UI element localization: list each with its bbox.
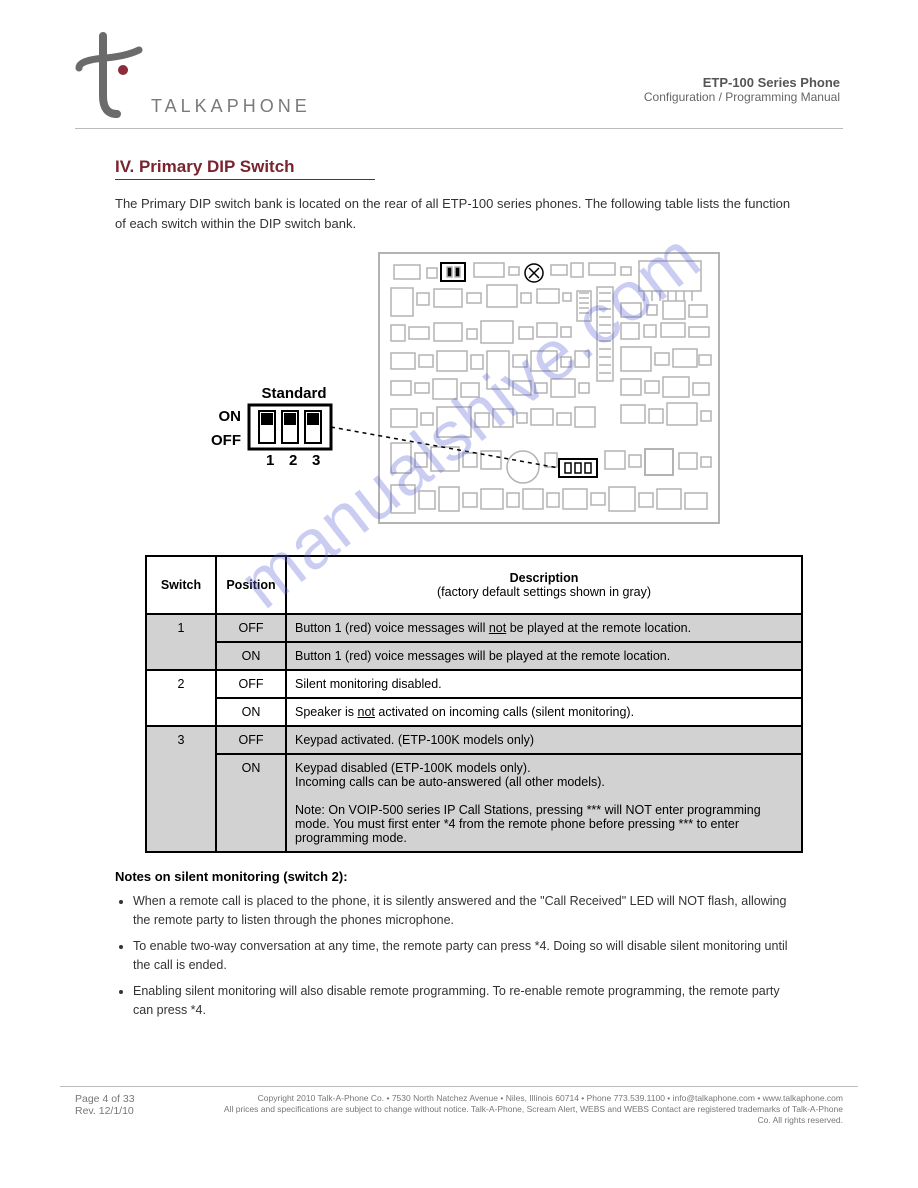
notes-list: When a remote call is placed to the phon… <box>133 892 803 1020</box>
footer-left: Page 4 of 33 Rev. 12/1/10 <box>75 1093 135 1126</box>
svg-text:1: 1 <box>266 452 274 469</box>
diagram: Standard ON OFF 1 2 3 <box>75 243 843 543</box>
sw3: 3 <box>146 726 216 852</box>
sw2-off-pos: OFF <box>216 670 286 698</box>
sw1-off-pos: OFF <box>216 614 286 642</box>
sw1-off-desc: Button 1 (red) voice messages will not b… <box>286 614 802 642</box>
sw3-on-pos: ON <box>216 754 286 852</box>
intro-paragraph: The Primary DIP switch bank is located o… <box>115 194 803 233</box>
th-desc: Description(factory default settings sho… <box>286 556 802 614</box>
sw2-on-desc: Speaker is not activated on incoming cal… <box>286 698 802 726</box>
sw2-off-desc: Silent monitoring disabled. <box>286 670 802 698</box>
footer-disclaimer: All prices and specifications are subjec… <box>223 1104 843 1126</box>
footer-page: Page 4 of 33 <box>75 1093 135 1105</box>
brand-text: TALKAPHONE <box>151 96 311 117</box>
footer-right: Copyright 2010 Talk-A-Phone Co. • 7530 N… <box>223 1093 843 1126</box>
header-subtitle: Configuration / Programming Manual <box>644 90 840 104</box>
label-standard: Standard <box>261 385 326 402</box>
section-title: IV. Primary DIP Switch <box>115 157 843 177</box>
sw3-on-desc: Keypad disabled (ETP-100K models only). … <box>286 754 802 852</box>
label-on: ON <box>219 408 242 425</box>
sw2-on-pos: ON <box>216 698 286 726</box>
svg-text:3: 3 <box>312 452 320 469</box>
note-3: Enabling silent monitoring will also dis… <box>133 982 803 1021</box>
section-name: Primary DIP Switch <box>139 157 295 176</box>
sw1-on-pos: ON <box>216 642 286 670</box>
sw3-off-pos: OFF <box>216 726 286 754</box>
footer-copyright: Copyright 2010 Talk-A-Phone Co. • 7530 N… <box>223 1093 843 1104</box>
note-1: When a remote call is placed to the phon… <box>133 892 803 931</box>
sw1: 1 <box>146 614 216 670</box>
sw1-on-desc: Button 1 (red) voice messages will be pl… <box>286 642 802 670</box>
header-rule <box>75 128 843 129</box>
footer-rev: Rev. 12/1/10 <box>75 1105 135 1117</box>
th-position: Position <box>216 556 286 614</box>
svg-text:2: 2 <box>289 452 297 469</box>
th-switch: Switch <box>146 556 216 614</box>
note-2: To enable two-way conversation at any ti… <box>133 937 803 976</box>
footer: Page 4 of 33 Rev. 12/1/10 Copyright 2010… <box>75 1093 843 1126</box>
sw3-off-desc: Keypad activated. (ETP-100K models only) <box>286 726 802 754</box>
label-off: OFF <box>211 432 241 449</box>
title-underline <box>115 179 375 180</box>
notes-title: Notes on silent monitoring (switch 2): <box>115 869 803 884</box>
section-number: IV. <box>115 157 134 176</box>
footer-rule <box>60 1086 858 1087</box>
sw2: 2 <box>146 670 216 726</box>
header-series: ETP-100 Series Phone <box>644 75 840 90</box>
dip-table: Switch Position Description(factory defa… <box>145 555 803 853</box>
logo-icon <box>75 30 145 120</box>
header-right: ETP-100 Series Phone Configuration / Pro… <box>644 75 840 104</box>
page: TALKAPHONE ETP-100 Series Phone Configur… <box>0 0 918 1056</box>
